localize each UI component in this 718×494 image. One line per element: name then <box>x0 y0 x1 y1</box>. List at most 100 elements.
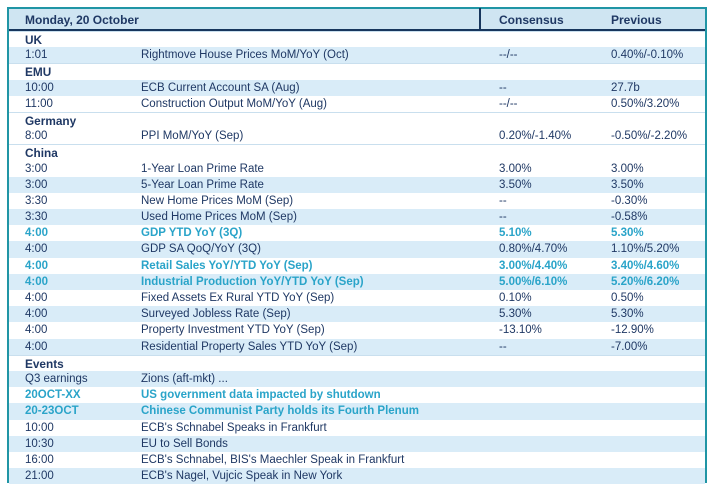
time-cell: 4:00 <box>25 259 49 272</box>
consensus-cell: 3.00% <box>499 162 532 175</box>
consensus-cell: 3.00%/4.40% <box>499 259 568 272</box>
previous-column-header: Previous <box>611 13 662 27</box>
section-label: Events <box>25 356 64 371</box>
event-cell: ECB's Nagel, Vujcic Speak in New York <box>141 470 343 483</box>
table-row: 4:00 GDP SA QoQ/YoY (3Q) 0.80%/4.70% 1.10%/… <box>9 241 705 258</box>
event-cell: Chinese Communist Party holds its Fourth… <box>141 405 419 418</box>
consensus-cell: 5.00%/6.10% <box>499 275 568 288</box>
table-row: 16:00 ECB's Schnabel, BIS's Maechler Spea… <box>9 451 705 469</box>
previous-cell: 5.20%/6.20% <box>611 275 680 288</box>
consensus-cell: 5.10% <box>499 227 532 240</box>
section-header-row: UK <box>9 31 705 48</box>
previous-cell: 27.7b <box>611 81 640 94</box>
section-label: UK <box>25 33 43 47</box>
event-cell: Rightmove House Prices MoM/YoY (Oct) <box>141 49 349 62</box>
table-row: 4:00 Industrial Production YoY/YTD YoY (S… <box>9 273 705 290</box>
previous-cell: 5.30% <box>611 227 644 240</box>
time-cell: 10:00 <box>25 421 54 434</box>
previous-cell: 3.00% <box>611 162 644 175</box>
section-header-row: Events <box>9 354 705 371</box>
event-cell: Industrial Production YoY/YTD YoY (Sep) <box>141 275 364 288</box>
consensus-cell: 3.50% <box>499 178 532 191</box>
event-cell: Residential Property Sales YTD YoY (Sep) <box>141 340 358 353</box>
time-cell: 11:00 <box>25 97 53 110</box>
event-cell: GDP SA QoQ/YoY (3Q) <box>141 243 261 256</box>
time-cell: 4:00 <box>25 227 49 240</box>
event-cell: EU to Sell Bonds <box>141 437 228 450</box>
event-cell: PPI MoM/YoY (Sep) <box>141 130 244 143</box>
time-cell: 10:00 <box>25 81 54 94</box>
time-cell: 8:00 <box>25 130 48 143</box>
section-header-row: China <box>9 144 705 161</box>
date-title: Monday, 20 October <box>25 13 139 27</box>
previous-cell: 1.10%/5.20% <box>611 243 680 256</box>
time-cell: 3:30 <box>25 211 48 224</box>
time-cell: 4:00 <box>25 324 48 337</box>
consensus-cell: --/-- <box>499 49 518 62</box>
event-cell: US government data impacted by shutdown <box>141 389 381 402</box>
event-cell: Fixed Assets Ex Rural YTD YoY (Sep) <box>141 292 335 304</box>
table-row: 4:00 Retail Sales YoY/YTD YoY (Sep) 3.00%/… <box>9 257 705 274</box>
event-cell: Property Investment YTD YoY (Sep) <box>141 324 325 337</box>
consensus-cell: -13.10% <box>499 324 542 337</box>
table-row: 20OCT-XX US government data impacted by s… <box>9 387 705 404</box>
table-row: 20-23OCT Chinese Communist Party holds it… <box>9 403 705 420</box>
event-cell: GDP YTD YoY (3Q) <box>141 227 243 240</box>
event-cell: New Home Prices MoM (Sep) <box>141 194 294 207</box>
header-column-divider <box>479 8 481 31</box>
previous-cell: 0.40%/-0.10% <box>611 49 684 62</box>
time-cell: 4:00 <box>25 308 48 321</box>
consensus-cell: -- <box>499 81 507 94</box>
table-row: 10:00 ECB Current Account SA (Aug) -- 27.7b <box>9 79 705 96</box>
table-row: 4:00 GDP YTD YoY (3Q) 5.10% 5.30% <box>9 225 705 242</box>
economic-calendar-table: Monday, 20 October Consensus Previous UK… <box>7 7 707 485</box>
section-header-row: EMU <box>9 63 705 80</box>
section-label: Germany <box>25 113 77 128</box>
event-cell: Used Home Prices MoM (Sep) <box>141 211 297 224</box>
consensus-cell: 0.80%/4.70% <box>499 243 568 256</box>
event-cell: ECB's Schnabel, BIS's Maechler Speak in … <box>141 453 405 466</box>
table-row: 3:00 1-Year Loan Prime Rate 3.00% 3.00% <box>9 160 705 177</box>
event-cell: Surveyed Jobless Rate (Sep) <box>141 308 291 321</box>
consensus-cell: -- <box>499 340 507 353</box>
time-cell: 16:00 <box>25 453 54 466</box>
table-row: Q3 earnings Zions (aft-mkt) ... <box>9 370 705 388</box>
table-row: 3:00 5-Year Loan Prime Rate 3.50% 3.50% <box>9 176 705 193</box>
consensus-cell: 5.30% <box>499 308 532 321</box>
table-row: 4:00 Surveyed Jobless Rate (Sep) 5.30% 5.30… <box>9 306 705 323</box>
previous-cell: -0.50%/-2.20% <box>611 130 688 143</box>
time-cell: 10:30 <box>25 437 54 450</box>
consensus-cell: 0.10% <box>499 292 532 304</box>
time-cell: 1:01 <box>25 49 48 62</box>
section-label: EMU <box>25 65 52 80</box>
previous-cell: -0.30% <box>611 194 648 207</box>
event-cell: ECB Current Account SA (Aug) <box>141 81 300 94</box>
event-cell: Construction Output MoM/YoY (Aug) <box>141 97 328 110</box>
time-cell: Q3 earnings <box>25 372 88 385</box>
table-row: 10:00 ECB's Schnabel Speaks in Frankfurt <box>9 419 705 436</box>
time-cell: 21:00 <box>25 470 54 483</box>
table-row: 4:00 Residential Property Sales YTD YoY (… <box>9 338 705 355</box>
section-header-row: Germany <box>9 111 705 129</box>
table-row: 8:00 PPI MoM/YoY (Sep) 0.20%/-1.40% -0.50%/… <box>9 128 705 145</box>
consensus-column-header: Consensus <box>499 13 564 27</box>
time-cell: 3:00 <box>25 162 48 175</box>
previous-cell: 0.50% <box>611 292 644 304</box>
event-cell: 5-Year Loan Prime Rate <box>141 178 264 191</box>
table-row: 21:00 ECB's Nagel, Vujcic Speak in New Yo… <box>9 468 705 485</box>
table-row: 4:00 Property Investment YTD YoY (Sep) -13… <box>9 322 705 339</box>
table-row: 10:30 EU to Sell Bonds <box>9 435 705 452</box>
time-cell: 20-23OCT <box>25 405 79 418</box>
table-row: 4:00 Fixed Assets Ex Rural YTD YoY (Sep) 0… <box>9 290 705 307</box>
time-cell: 4:00 <box>25 292 48 304</box>
consensus-cell: 0.20%/-1.40% <box>499 130 572 143</box>
previous-cell: 5.30% <box>611 308 644 321</box>
calendar-header-row: Monday, 20 October Consensus Previous <box>9 8 705 31</box>
event-cell: ECB's Schnabel Speaks in Frankfurt <box>141 421 327 434</box>
event-cell: 1-Year Loan Prime Rate <box>141 162 264 175</box>
event-cell: Zions (aft-mkt) ... <box>141 372 228 385</box>
previous-cell: 0.50%/3.20% <box>611 97 680 110</box>
time-cell: 20OCT-XX <box>25 389 81 402</box>
previous-cell: 3.50% <box>611 178 644 191</box>
previous-cell: 3.40%/4.60% <box>611 259 680 272</box>
